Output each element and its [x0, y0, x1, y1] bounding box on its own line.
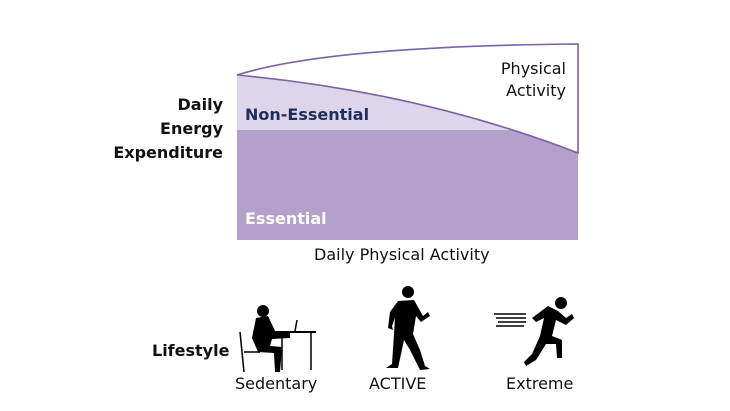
non-essential-label: Non-Essential: [245, 105, 370, 124]
physical-activity-label-line-2: Activity: [506, 81, 566, 100]
lifestyle-label: Lifestyle: [152, 341, 230, 360]
sedentary-person-icon: [239, 305, 316, 373]
running-person-icon: [494, 297, 574, 366]
physical-activity-outline: [236, 43, 579, 155]
essential-label: Essential: [245, 209, 327, 228]
physical-activity-label-line-1: Physical: [500, 59, 566, 78]
essential-region: [237, 130, 578, 240]
x-axis-label: Daily Physical Activity: [314, 245, 490, 264]
walking-person-icon: [386, 286, 430, 370]
y-axis-label-line-2: Energy: [160, 119, 223, 138]
y-axis-label-line-1: Daily: [177, 95, 223, 114]
lifestyle-sedentary-label: Sedentary: [235, 374, 318, 393]
y-axis-label-line-3: Expenditure: [113, 143, 223, 162]
lifestyle-extreme-label: Extreme: [506, 374, 574, 393]
lifestyle-active-label: ACTIVE: [369, 374, 427, 393]
